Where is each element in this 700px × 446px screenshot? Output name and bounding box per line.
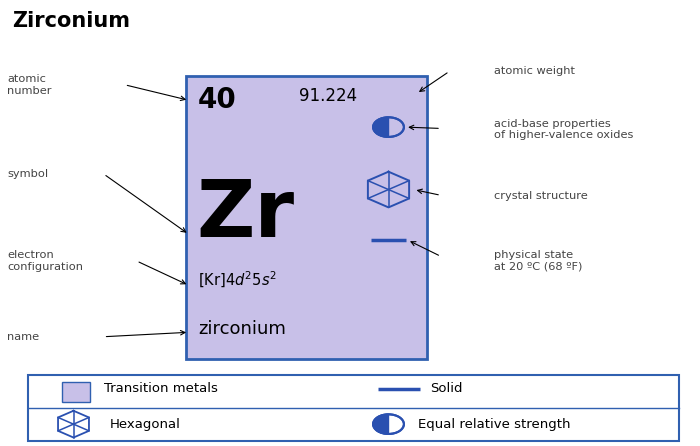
Text: physical state
at 20 ºC (68 ºF): physical state at 20 ºC (68 ºF)	[494, 250, 582, 272]
Text: name: name	[7, 332, 39, 342]
Text: Hexagonal: Hexagonal	[110, 417, 181, 431]
Text: 40: 40	[198, 86, 237, 114]
Text: crystal structure: crystal structure	[494, 191, 587, 201]
Text: $\rm[Kr]4{\it d}^{2}5{\it s}^{2}$: $\rm[Kr]4{\it d}^{2}5{\it s}^{2}$	[198, 270, 277, 290]
Text: symbol: symbol	[7, 169, 48, 179]
Bar	[62, 382, 90, 402]
Text: electron
configuration: electron configuration	[7, 250, 83, 272]
Text: 91.224: 91.224	[299, 87, 357, 105]
Text: zirconium: zirconium	[198, 320, 286, 338]
Text: Transition metals: Transition metals	[104, 382, 218, 396]
Bar	[28, 375, 679, 441]
Text: atomic weight: atomic weight	[494, 66, 575, 76]
Text: acid-base properties
of higher-valence oxides: acid-base properties of higher-valence o…	[494, 119, 633, 140]
Text: atomic
number: atomic number	[7, 74, 52, 95]
Text: Zr: Zr	[196, 176, 294, 254]
Polygon shape	[373, 414, 389, 434]
Bar	[186, 76, 427, 359]
Text: Equal relative strength: Equal relative strength	[418, 417, 570, 431]
Text: Solid: Solid	[430, 382, 463, 396]
Text: Zirconium: Zirconium	[13, 11, 131, 31]
Polygon shape	[373, 117, 389, 137]
